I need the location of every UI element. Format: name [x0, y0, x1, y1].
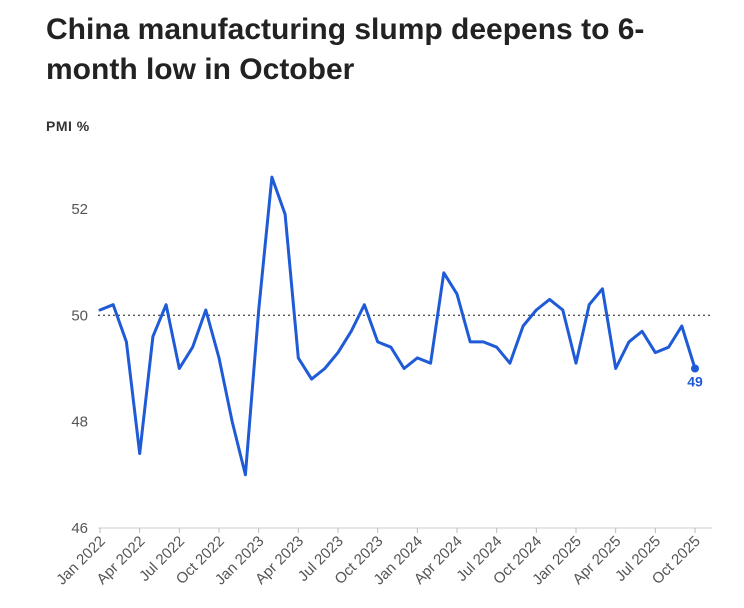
data-point — [587, 303, 591, 307]
data-point — [138, 452, 142, 456]
data-point — [164, 303, 168, 307]
data-point — [257, 308, 261, 312]
data-point — [151, 335, 155, 339]
y-tick-label: 50 — [71, 307, 88, 324]
end-point-marker — [691, 364, 699, 373]
data-point — [415, 356, 419, 360]
y-tick-label: 46 — [71, 520, 88, 537]
data-point — [310, 377, 314, 381]
data-point — [429, 361, 433, 365]
data-point — [653, 351, 657, 355]
data-point — [574, 361, 578, 365]
chart-title: China manufacturing slump deepens to 6-m… — [46, 13, 645, 86]
data-point — [521, 324, 525, 328]
data-point — [442, 271, 446, 275]
data-point — [561, 308, 565, 312]
data-point — [230, 420, 234, 424]
data-point — [376, 340, 380, 344]
data-point — [534, 308, 538, 312]
series-line-pmi — [98, 175, 697, 477]
data-point — [640, 329, 644, 333]
y-tick-label: 48 — [71, 414, 88, 431]
y-axis-ticks: 46 48 50 52 — [71, 201, 88, 537]
data-point — [468, 340, 472, 344]
data-point — [283, 212, 287, 216]
data-point — [600, 287, 604, 291]
data-point — [402, 367, 406, 371]
data-point — [362, 303, 366, 307]
data-point — [243, 473, 247, 477]
data-point — [336, 351, 340, 355]
end-value-label: 49 — [687, 374, 703, 390]
data-point — [349, 329, 353, 333]
data-point — [627, 340, 631, 344]
data-point — [667, 345, 671, 349]
data-point — [508, 361, 512, 365]
data-point — [323, 367, 327, 371]
data-point — [270, 175, 274, 179]
data-point — [204, 308, 208, 312]
data-point — [614, 367, 618, 371]
data-point — [191, 345, 195, 349]
data-point — [111, 303, 115, 307]
data-point — [124, 340, 128, 344]
data-point — [177, 367, 181, 371]
data-point — [98, 308, 102, 312]
data-point — [296, 356, 300, 360]
data-point — [217, 356, 221, 360]
data-point — [455, 292, 459, 296]
y-axis-label: PMI % — [46, 118, 90, 134]
data-point — [481, 340, 485, 344]
data-point — [548, 297, 552, 301]
data-point — [680, 324, 684, 328]
data-point — [495, 345, 499, 349]
data-point — [389, 345, 393, 349]
y-tick-label: 52 — [71, 201, 88, 218]
